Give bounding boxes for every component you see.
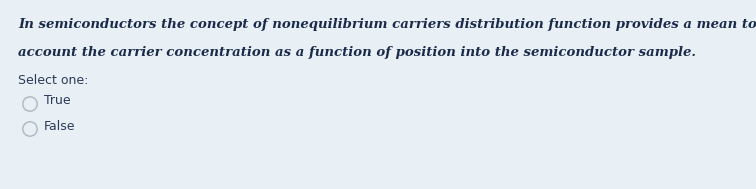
Text: In semiconductors the concept of nonequilibrium carriers distribution function p: In semiconductors the concept of nonequi… xyxy=(18,18,756,31)
Text: False: False xyxy=(44,119,76,132)
Text: True: True xyxy=(44,94,71,108)
Text: account the carrier concentration as a function of position into the semiconduct: account the carrier concentration as a f… xyxy=(18,46,696,59)
Text: Select one:: Select one: xyxy=(18,74,88,87)
